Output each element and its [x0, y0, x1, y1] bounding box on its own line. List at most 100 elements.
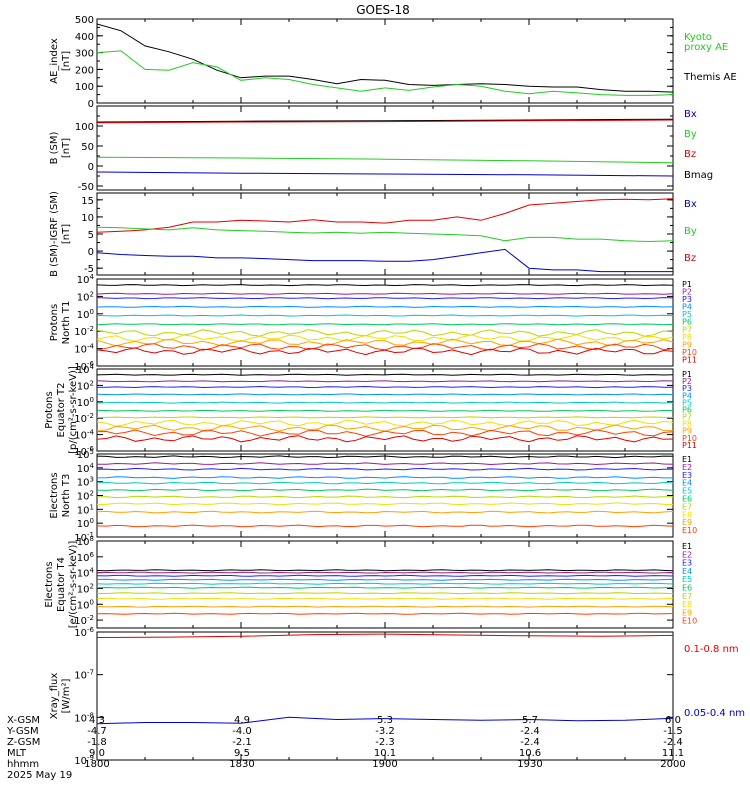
legend-label: E7 — [682, 592, 692, 601]
legend-label: P7 — [682, 325, 692, 334]
legend-label: E8 — [682, 510, 692, 519]
series-line-E2 — [97, 571, 673, 574]
x-axis-labels: X-GSM 4.3 4.9 5.3 5.7 6.0Y-GSM -4.7 -4.0 -3.2 -2.… — [6, 715, 686, 781]
chart-panel-8: 10-9 10-8 10-7 10-6 Xray_flux [W/m²] 0.1-0.8 n… — [49, 626, 745, 767]
chart-panel-7: 10-2 100 102 104 106 108 Electrons Equator T4 [e… — [44, 535, 697, 629]
legend-label: Bz — [684, 253, 696, 264]
series-line-E3 — [97, 467, 673, 471]
y-axis-label: Xray_flux — [49, 673, 60, 720]
legend-label: P3 — [682, 295, 692, 304]
y-axis-label: [e/(cm²-s-sr-keV)] — [68, 541, 79, 629]
legend-label: P10 — [682, 434, 697, 443]
y-tick-label: 104 — [77, 363, 95, 376]
series-line-P7 — [97, 416, 673, 419]
chart-panel-2: -50 0 50 100 B (SM) [nT] Bx By Bz Bmag — [49, 105, 713, 193]
x-axis-row-label: MLT — [7, 748, 27, 759]
y-tick-label: 103 — [77, 476, 94, 489]
y-tick-label: 100 — [75, 82, 94, 93]
series-line-E8 — [97, 597, 673, 600]
y-axis-label: Electrons — [44, 561, 55, 607]
series-line-E7 — [97, 592, 673, 595]
legend-label: P11 — [682, 441, 697, 450]
y-tick-label: 50 — [81, 142, 94, 153]
legend-label: E5 — [682, 575, 692, 584]
panel-frame — [96, 278, 674, 367]
legend-label: E7 — [682, 502, 692, 511]
series-line — [97, 23, 673, 93]
legend-label: 0.1-0.8 nm — [684, 644, 739, 655]
y-tick-label: 300 — [75, 49, 94, 60]
series-line-E2 — [97, 462, 673, 466]
legend-label: 0.05-0.4 nm — [684, 708, 745, 719]
x-axis-value: 9.5 — [234, 748, 250, 759]
legend-label: E9 — [682, 518, 692, 527]
y-axis-label: Protons — [44, 391, 55, 428]
series-line-E10 — [97, 612, 673, 615]
series-line-P6 — [97, 323, 673, 326]
series-line-P9 — [97, 338, 673, 347]
legend-label: Themis AE — [683, 72, 737, 83]
series-line — [97, 119, 673, 124]
series-line-E3 — [97, 574, 673, 577]
x-axis-value: 6.0 — [665, 715, 681, 726]
y-tick-label: 102 — [77, 379, 94, 392]
series-group — [97, 569, 673, 615]
series-line-E5 — [97, 582, 673, 585]
y-tick-label: 102 — [77, 582, 94, 595]
series-line-E6 — [97, 488, 673, 492]
series-line-E7 — [97, 495, 673, 499]
y-tick-label: 10-6 — [74, 626, 94, 639]
y-tick-label: 0 — [88, 99, 94, 110]
y-axis-label: Electrons — [49, 472, 60, 518]
x-axis-row-label: hhmm — [7, 759, 39, 770]
series-line-P8 — [97, 419, 673, 427]
y-tick-label: 10-2 — [74, 412, 94, 425]
series-line-E5 — [97, 481, 673, 485]
series-line-P10 — [97, 429, 673, 437]
legend-label: proxy AE — [684, 42, 728, 53]
legend-label: P1 — [682, 280, 692, 289]
x-axis-value: -2.4 — [520, 726, 540, 737]
legend-label: E3 — [682, 471, 692, 480]
series-line — [97, 198, 673, 233]
legend-label: P1 — [682, 370, 692, 379]
legend-label: P7 — [682, 413, 692, 422]
x-axis-value: -4.7 — [87, 726, 107, 737]
series-line-P9 — [97, 424, 673, 432]
x-axis-value: 4.3 — [89, 715, 105, 726]
y-tick-label: 106 — [77, 551, 95, 564]
x-axis-value: -2.4 — [520, 737, 540, 748]
y-tick-label: 101 — [77, 503, 94, 516]
x-axis-value: 1900 — [372, 759, 397, 770]
x-axis-value: 2000 — [660, 759, 685, 770]
x-axis-value: -1.8 — [87, 737, 107, 748]
legend-label: Bz — [684, 149, 696, 160]
series-group — [97, 118, 673, 177]
x-axis-value: -2.3 — [375, 737, 395, 748]
y-tick-label: 400 — [75, 32, 94, 43]
series-line — [97, 716, 673, 725]
legend-label: P6 — [682, 318, 692, 327]
series-line-P11 — [97, 435, 673, 443]
series-line-E1 — [97, 569, 673, 572]
legend-label: E10 — [682, 526, 697, 535]
legend-label: P2 — [682, 377, 692, 386]
series-line-P2 — [97, 292, 673, 295]
legend-label: By — [684, 129, 697, 140]
legend-label: E3 — [682, 559, 692, 568]
legend-label: By — [684, 226, 697, 237]
legend-label: Bx — [684, 199, 697, 210]
legend-label: Bx — [684, 109, 697, 120]
series-line — [97, 171, 673, 177]
series-line-E9 — [97, 605, 673, 608]
legend-label: P8 — [682, 420, 692, 429]
y-tick-label: 104 — [77, 273, 95, 286]
y-tick-label: 100 — [77, 517, 94, 530]
x-axis-value: 4.9 — [234, 715, 250, 726]
series-group — [97, 23, 673, 96]
chart-panel-3: -5 0 5 10 15 B (SM)-IGRF (SM) [nT] Bx By Bz — [49, 191, 697, 277]
y-axis-label: AE_index — [49, 38, 60, 84]
